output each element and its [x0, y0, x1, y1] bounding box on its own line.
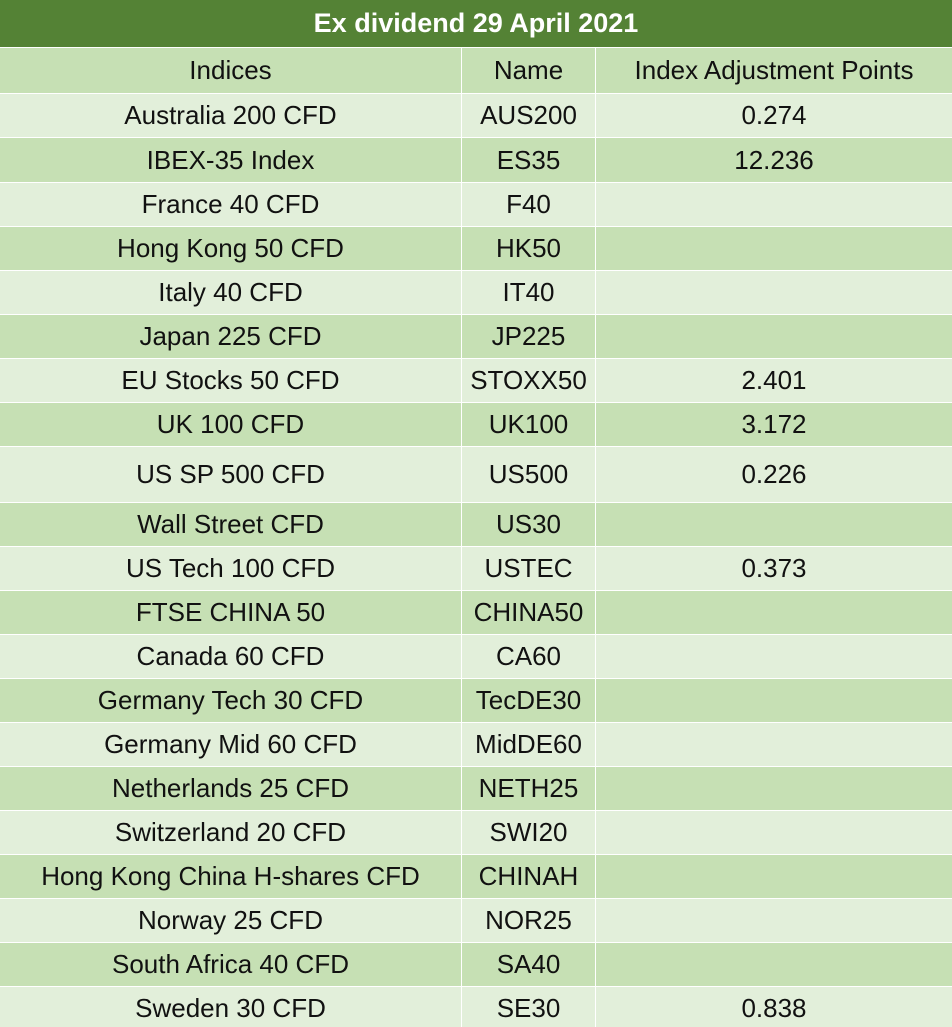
cell-index: US SP 500 CFD: [0, 447, 462, 502]
table-row: Sweden 30 CFD SE30 0.838: [0, 987, 952, 1027]
header-points: Index Adjustment Points: [634, 55, 914, 85]
cell-index: Switzerland 20 CFD: [0, 811, 462, 854]
cell-index: EU Stocks 50 CFD: [0, 359, 462, 402]
cell-name: USTEC: [462, 547, 596, 590]
cell-name: MidDE60: [462, 723, 596, 766]
cell-name: SA40: [462, 943, 596, 986]
table-row: France 40 CFD F40: [0, 183, 952, 227]
table-row: South Africa 40 CFD SA40: [0, 943, 952, 987]
cell-points: 3.172: [741, 409, 807, 439]
cell-points: [596, 315, 952, 358]
cell-points: [596, 271, 952, 314]
cell-index: IBEX-35 Index: [0, 138, 462, 182]
table-row: EU Stocks 50 CFD STOXX50 2.401: [0, 359, 952, 403]
table-row: Switzerland 20 CFD SWI20: [0, 811, 952, 855]
header-row: Indices Name Index Adjustment Points: [0, 48, 952, 94]
table-row: FTSE CHINA 50 CHINA50: [0, 591, 952, 635]
cell-name: NOR25: [462, 899, 596, 942]
cell-points: [596, 183, 952, 226]
header-name: Name: [462, 48, 596, 93]
cell-index: Norway 25 CFD: [0, 899, 462, 942]
table-row: US Tech 100 CFD USTEC 0.373: [0, 547, 952, 591]
cell-points: [596, 943, 952, 986]
cell-name: US500: [462, 447, 596, 502]
cell-points: [596, 227, 952, 270]
cell-index: Australia 200 CFD: [0, 94, 462, 137]
table-row: Germany Tech 30 CFD TecDE30: [0, 679, 952, 723]
cell-points: 0.274: [741, 100, 807, 130]
cell-index: Canada 60 CFD: [0, 635, 462, 678]
cell-name: TecDE30: [462, 679, 596, 722]
cell-name: SE30: [462, 987, 596, 1027]
table-row: Italy 40 CFD IT40: [0, 271, 952, 315]
cell-name: F40: [462, 183, 596, 226]
table-row: US SP 500 CFD US500 0.226: [0, 447, 952, 503]
table-row: Canada 60 CFD CA60: [0, 635, 952, 679]
cell-index: Hong Kong 50 CFD: [0, 227, 462, 270]
cell-index: Netherlands 25 CFD: [0, 767, 462, 810]
cell-points: [596, 503, 952, 546]
cell-name: CHINAH: [462, 855, 596, 898]
cell-points: 0.373: [741, 553, 807, 583]
cell-name: UK100: [462, 403, 596, 446]
cell-index: Japan 225 CFD: [0, 315, 462, 358]
table-row: UK 100 CFD UK100 3.172: [0, 403, 952, 447]
cell-name: IT40: [462, 271, 596, 314]
cell-points: [596, 591, 952, 634]
table-title: Ex dividend 29 April 2021: [0, 0, 952, 48]
table-row: Netherlands 25 CFD NETH25: [0, 767, 952, 811]
table-row: Australia 200 CFD AUS200 0.274: [0, 94, 952, 138]
cell-name: SWI20: [462, 811, 596, 854]
cell-index: France 40 CFD: [0, 183, 462, 226]
cell-name: HK50: [462, 227, 596, 270]
table-row: Wall Street CFD US30: [0, 503, 952, 547]
cell-points: [596, 635, 952, 678]
cell-index: US Tech 100 CFD: [0, 547, 462, 590]
cell-points: 0.226: [741, 459, 807, 489]
cell-points: [596, 767, 952, 810]
cell-points: [596, 679, 952, 722]
cell-points: 12.236: [734, 144, 814, 175]
cell-points: 2.401: [741, 365, 807, 395]
cell-name: CA60: [462, 635, 596, 678]
cell-index: FTSE CHINA 50: [0, 591, 462, 634]
cell-points: [596, 723, 952, 766]
table-body: Australia 200 CFD AUS200 0.274 IBEX-35 Inde…: [0, 94, 952, 1027]
cell-index: Hong Kong China H-shares CFD: [0, 855, 462, 898]
cell-name: AUS200: [462, 94, 596, 137]
cell-index: Sweden 30 CFD: [0, 987, 462, 1027]
cell-index: Germany Mid 60 CFD: [0, 723, 462, 766]
table-row: Germany Mid 60 CFD MidDE60: [0, 723, 952, 767]
table-row: Norway 25 CFD NOR25: [0, 899, 952, 943]
cell-points: [596, 811, 952, 854]
cell-name: CHINA50: [462, 591, 596, 634]
cell-points: [596, 899, 952, 942]
cell-index: Italy 40 CFD: [0, 271, 462, 314]
table-row: IBEX-35 Index ES35 12.236: [0, 138, 952, 183]
cell-name: NETH25: [462, 767, 596, 810]
table-row: Hong Kong China H-shares CFD CHINAH: [0, 855, 952, 899]
table-row: Hong Kong 50 CFD HK50: [0, 227, 952, 271]
cell-name: JP225: [462, 315, 596, 358]
cell-index: Wall Street CFD: [0, 503, 462, 546]
cell-points: [596, 855, 952, 898]
cell-index: UK 100 CFD: [0, 403, 462, 446]
cell-name: US30: [462, 503, 596, 546]
table-row: Japan 225 CFD JP225: [0, 315, 952, 359]
cell-points: 0.838: [741, 993, 807, 1023]
cell-name: STOXX50: [462, 359, 596, 402]
cell-index: South Africa 40 CFD: [0, 943, 462, 986]
header-indices: Indices: [0, 48, 462, 93]
cell-name: ES35: [462, 138, 596, 182]
cell-index: Germany Tech 30 CFD: [0, 679, 462, 722]
